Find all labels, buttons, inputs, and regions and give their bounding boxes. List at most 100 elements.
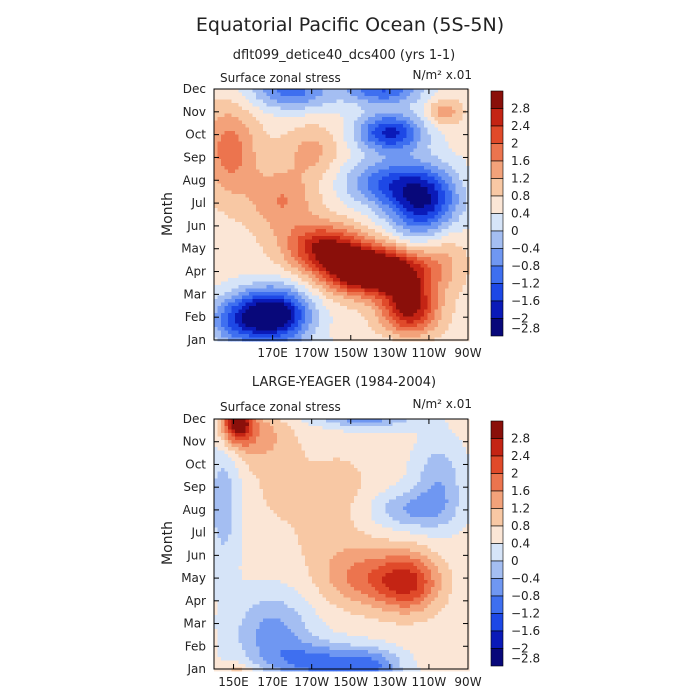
field-cell xyxy=(410,278,414,282)
field-cell xyxy=(301,239,306,244)
field-cell xyxy=(350,176,355,181)
field-cell xyxy=(368,243,372,247)
field-cell xyxy=(455,173,460,177)
field-cell xyxy=(322,229,327,233)
field-cell xyxy=(389,229,393,233)
field-cell xyxy=(417,127,421,132)
field-cell xyxy=(263,106,267,111)
field-cell xyxy=(357,225,362,230)
field-cell xyxy=(284,183,288,188)
field-cell xyxy=(336,162,341,167)
field-cell xyxy=(382,246,386,251)
field-cell xyxy=(347,152,351,156)
field-cell xyxy=(459,134,463,139)
field-cell xyxy=(221,183,225,188)
field-cell xyxy=(305,218,309,223)
field-cell xyxy=(256,239,260,244)
field-cell xyxy=(413,211,418,216)
field-cell xyxy=(266,110,271,114)
field-cell xyxy=(326,92,330,97)
field-cell xyxy=(396,96,400,100)
field-cell xyxy=(315,316,320,321)
field-cell xyxy=(273,99,278,104)
field-cell xyxy=(448,320,453,324)
field-cell xyxy=(399,162,404,167)
field-cell xyxy=(396,152,400,156)
field-cell xyxy=(315,267,320,272)
field-cell xyxy=(410,127,414,132)
field-cell xyxy=(441,194,446,198)
field-cell xyxy=(280,124,285,128)
field-cell xyxy=(221,246,225,251)
field-cell xyxy=(361,117,365,121)
field-cell xyxy=(427,225,432,230)
field-cell xyxy=(431,103,435,107)
field-cell xyxy=(336,208,341,212)
field-cell xyxy=(238,106,243,111)
field-cell xyxy=(242,127,246,132)
field-cell xyxy=(403,232,407,237)
field-cell xyxy=(389,92,393,97)
field-cell xyxy=(235,260,239,265)
field-cell xyxy=(424,134,428,139)
field-cell xyxy=(256,215,260,219)
field-cell xyxy=(263,155,267,160)
field-cell xyxy=(392,183,397,188)
field-cell xyxy=(364,134,369,139)
field-cell xyxy=(291,103,295,107)
field-cell xyxy=(270,166,274,170)
field-cell xyxy=(396,176,400,181)
field-cell xyxy=(284,96,288,100)
field-cell xyxy=(357,204,362,209)
field-cell xyxy=(291,316,295,321)
field-cell xyxy=(259,194,264,198)
field-cell xyxy=(431,96,435,100)
field-cell xyxy=(392,169,397,174)
field-cell xyxy=(238,145,243,149)
field-cell xyxy=(389,267,393,272)
field-cell xyxy=(385,169,390,174)
field-cell xyxy=(340,155,344,160)
field-cell xyxy=(259,232,264,237)
field-cell xyxy=(217,169,222,174)
field-cell xyxy=(259,173,264,177)
field-cell xyxy=(256,316,260,321)
field-cell xyxy=(242,327,246,331)
field-cell xyxy=(378,173,383,177)
field-cell xyxy=(238,159,243,163)
field-cell xyxy=(371,127,376,132)
field-cell xyxy=(410,173,414,177)
field-cell xyxy=(350,96,355,100)
field-cell xyxy=(301,131,306,135)
field-cell xyxy=(294,187,299,191)
field-cell xyxy=(312,148,316,153)
field-cell xyxy=(431,232,435,237)
field-cell xyxy=(256,295,260,300)
field-cell xyxy=(403,250,407,254)
field-cell xyxy=(406,236,411,240)
field-cell xyxy=(431,180,435,184)
field-cell xyxy=(434,264,439,268)
field-cell xyxy=(214,180,218,184)
field-cell xyxy=(410,134,414,139)
field-cell xyxy=(434,176,439,181)
field-cell xyxy=(308,253,313,258)
field-cell xyxy=(273,103,278,107)
field-cell xyxy=(399,99,404,104)
field-cell xyxy=(249,134,253,139)
field-cell xyxy=(294,281,299,286)
field-cell xyxy=(434,299,439,303)
field-cell xyxy=(350,131,355,135)
field-cell xyxy=(266,89,271,93)
field-cell xyxy=(298,138,302,142)
field-cell xyxy=(322,260,327,265)
field-cell xyxy=(277,124,281,128)
field-cell xyxy=(343,299,348,303)
field-cell xyxy=(371,113,376,118)
field-cell xyxy=(403,166,407,170)
field-cell xyxy=(273,260,278,265)
field-cell xyxy=(434,103,439,107)
field-cell xyxy=(413,106,418,111)
field-cell xyxy=(259,281,264,286)
field-cell xyxy=(434,222,439,226)
